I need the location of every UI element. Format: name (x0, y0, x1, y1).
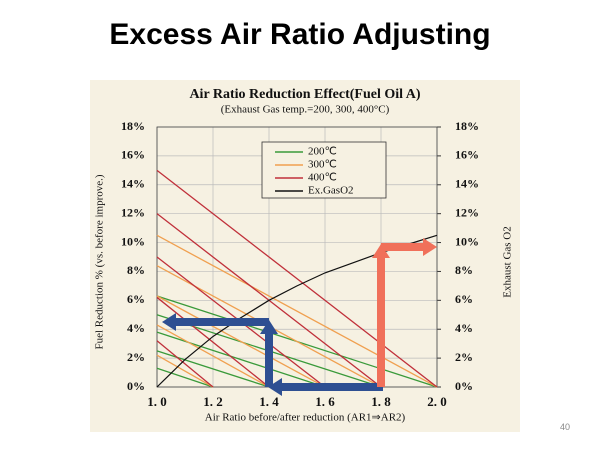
legend-label: 300℃ (308, 159, 337, 171)
y2-axis-label: Exhaust Gas O2 (502, 226, 514, 298)
x-tick-label: 1. 0 (147, 394, 167, 409)
y-tick-label: 18% (121, 119, 145, 133)
legend-label: Ex.GasO2 (308, 185, 354, 197)
blue-arrow (162, 313, 383, 396)
chart-title: Air Ratio Reduction Effect(Fuel Oil A) (189, 87, 420, 102)
chart-subtitle: (Exhaust Gas temp.=200, 300, 400°C) (221, 104, 390, 116)
legend-label: 200℃ (308, 146, 337, 158)
y2-tick-label: 8% (455, 263, 473, 277)
y2-tick-label: 14% (455, 177, 479, 191)
x-tick-label: 1. 4 (259, 394, 279, 409)
x-tick-label: 2. 0 (427, 394, 447, 409)
page-number: 40 (559, 422, 570, 432)
chart-background (90, 80, 520, 432)
y-tick-label: 14% (121, 177, 145, 191)
y-tick-label: 10% (121, 234, 145, 248)
series-line (156, 324, 270, 388)
series-line (156, 296, 270, 388)
x-axis-label: Air Ratio before/after reduction (AR1⇒AR… (205, 412, 406, 424)
series-line (156, 354, 214, 388)
x-tick-label: 1. 2 (203, 394, 223, 409)
y-tick-label: 4% (127, 321, 145, 335)
series-line (156, 295, 326, 388)
y2-tick-label: 10% (455, 234, 479, 248)
y2-tick-label: 16% (455, 148, 479, 162)
red-arrow (372, 238, 437, 387)
series-line (156, 340, 214, 388)
x-tick-label: 1. 8 (371, 394, 391, 409)
x-tick-label: 1. 6 (315, 394, 335, 409)
y-tick-label: 8% (127, 263, 145, 277)
series-line (156, 367, 214, 388)
series-line (156, 331, 326, 388)
y2-tick-label: 4% (455, 321, 473, 335)
y-tick-label: 16% (121, 148, 145, 162)
slide-title: Excess Air Ratio Adjusting (109, 18, 491, 51)
y2-tick-label: 2% (455, 350, 473, 364)
y-axis-label: Fuel Reduction % (vs. before improve.) (94, 174, 106, 349)
series-line (156, 169, 438, 388)
y2-tick-label: 18% (455, 119, 479, 133)
y-tick-label: 12% (121, 205, 145, 219)
series-line (156, 234, 438, 388)
y-tick-label: 6% (127, 292, 145, 306)
y2-tick-label: 6% (455, 292, 473, 306)
legend-label: 400℃ (308, 172, 337, 184)
y2-tick-label: 12% (455, 205, 479, 219)
y-tick-label: 2% (127, 350, 145, 364)
y2-tick-label: 0% (455, 379, 473, 393)
y-tick-label: 0% (127, 379, 145, 393)
